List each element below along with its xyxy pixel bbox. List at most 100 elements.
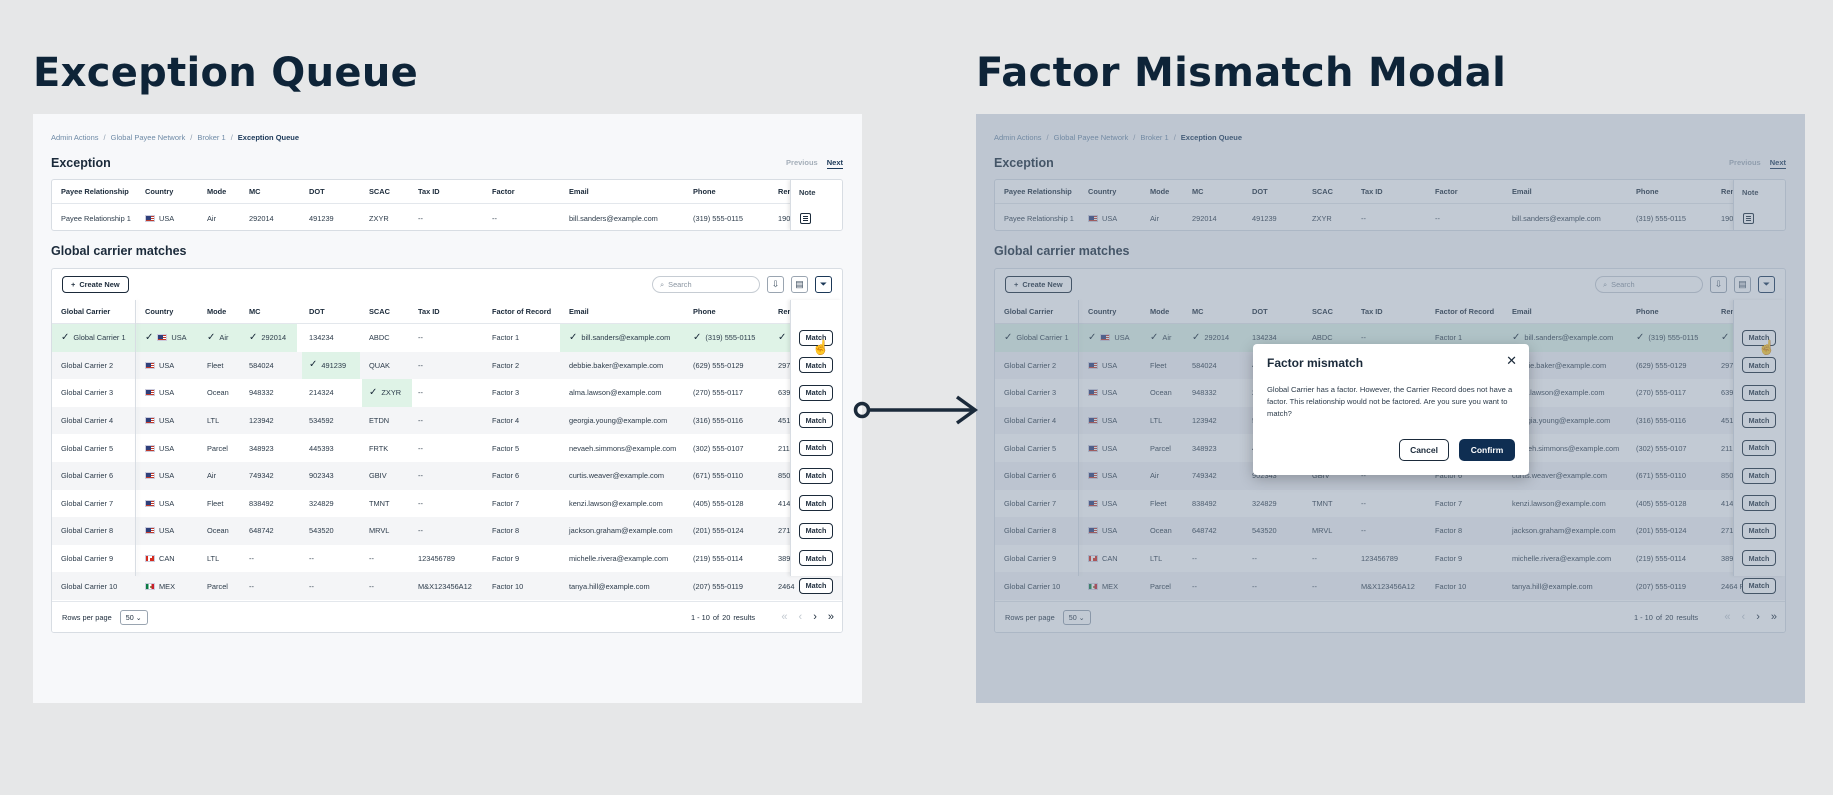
- match-button[interactable]: Match: [799, 522, 833, 539]
- match-button[interactable]: Match: [799, 439, 833, 456]
- cell-dot-text: 534592: [309, 416, 334, 426]
- confirm-button[interactable]: Confirm: [1459, 439, 1515, 461]
- exception-table: Payee Relationship Country Mode MC DOT SCAC Ta…: [994, 179, 1786, 231]
- cell-email: alma.lawson@example.com: [569, 379, 662, 407]
- prev-page-icon[interactable]: ‹: [798, 611, 803, 623]
- match-button[interactable]: Match: [1742, 384, 1776, 401]
- cell-tax-text: --: [1361, 498, 1366, 508]
- breadcrumb-item[interactable]: Admin Actions: [994, 133, 1042, 142]
- prev-next-nav: Previous Next: [1729, 158, 1786, 169]
- match-button[interactable]: Match: [799, 329, 833, 346]
- create-new-button[interactable]: + Create New: [62, 276, 129, 293]
- table-row[interactable]: Global Carrier 8 USA Ocean 648742 543520 MRVL…: [52, 517, 842, 545]
- match-button[interactable]: Match: [1742, 550, 1776, 567]
- factor-mismatch-panel: Admin Actions / Global Payee Network / Broke…: [976, 114, 1805, 703]
- breadcrumb-item[interactable]: Global Payee Network: [110, 133, 186, 142]
- search-input[interactable]: ⌕ Search: [1595, 276, 1703, 293]
- table-row[interactable]: Global Carrier 6 USA Air 749342 902343 GBIV --…: [995, 462, 1785, 490]
- cell-factor-text: Factor 6: [1435, 471, 1463, 481]
- breadcrumb-item[interactable]: Global Payee Network: [1053, 133, 1129, 142]
- breadcrumb-item[interactable]: Admin Actions: [51, 133, 99, 142]
- table-row[interactable]: ✓ Global Carrier 1 ✓ USA ✓ Air ✓ 292014 134234 AB…: [995, 324, 1785, 352]
- match-button[interactable]: Match: [1742, 412, 1776, 429]
- match-button[interactable]: Match: [799, 495, 833, 512]
- first-page-icon[interactable]: «: [1724, 611, 1731, 623]
- match-button[interactable]: Match: [1742, 577, 1776, 594]
- filter-button[interactable]: ⏷: [1758, 276, 1775, 293]
- breadcrumb-item[interactable]: Broker 1: [197, 133, 226, 142]
- match-button[interactable]: Match: [1742, 329, 1776, 346]
- cell-mode-text: Air: [207, 471, 217, 481]
- cell-name-text: Global Carrier 1: [1016, 333, 1069, 343]
- search-input[interactable]: ⌕ Search: [652, 276, 760, 293]
- columns-button[interactable]: ▤: [791, 276, 808, 293]
- cell-phone: (270) 555-0117: [693, 379, 743, 407]
- first-page-icon[interactable]: «: [781, 611, 788, 623]
- breadcrumb-item[interactable]: Broker 1: [1140, 133, 1169, 142]
- cell-mode-text: LTL: [1150, 416, 1163, 426]
- cell-mc-text: --: [249, 581, 254, 591]
- match-button[interactable]: Match: [799, 467, 833, 484]
- next-page-icon[interactable]: ›: [1756, 611, 1760, 623]
- cell-country-text: USA: [159, 443, 175, 453]
- cell-email: debbie.baker@example.com: [1512, 352, 1606, 380]
- match-button[interactable]: Match: [1742, 357, 1776, 374]
- cell-dot-text: 134234: [309, 333, 334, 343]
- table-row[interactable]: Global Carrier 10 MEX Parcel -- -- -- M&X12345…: [52, 572, 842, 600]
- last-page-icon[interactable]: »: [827, 611, 834, 623]
- match-button[interactable]: Match: [799, 412, 833, 429]
- rows-per-page-select[interactable]: 50 ⌄: [1062, 609, 1091, 625]
- download-button[interactable]: ⇩: [767, 276, 784, 293]
- matches-col-header: Email: [1512, 300, 1532, 323]
- previous-link[interactable]: Previous: [786, 158, 818, 167]
- rows-per-page-select[interactable]: 50 ⌄: [119, 609, 148, 625]
- table-row[interactable]: Global Carrier 7 USA Fleet 838492 324829 TMNT…: [52, 490, 842, 518]
- cell-mode-text: Parcel: [207, 443, 228, 453]
- matches-col-header: Phone: [693, 300, 716, 323]
- table-row[interactable]: Global Carrier 3 USA Ocean 948332 214324 ✓ ZXY…: [52, 379, 842, 407]
- cell-remit: 8502: [778, 462, 794, 490]
- next-page-icon[interactable]: ›: [813, 611, 817, 623]
- table-row[interactable]: Global Carrier 8 USA Ocean 648742 543520 MRVL…: [995, 517, 1785, 545]
- match-button[interactable]: Match: [799, 577, 833, 594]
- match-button[interactable]: Match: [799, 550, 833, 567]
- create-new-button[interactable]: + Create New: [1005, 276, 1072, 293]
- table-row[interactable]: Global Carrier 10 MEX Parcel -- -- -- M&X12345…: [995, 572, 1785, 600]
- matches-col-header-text: SCAC: [369, 307, 390, 316]
- table-row[interactable]: Global Carrier 4 USA LTL 123942 534592 ETDN --…: [52, 406, 842, 435]
- table-row[interactable]: Global Carrier 9 CAN LTL -- -- -- 123456789 Fac…: [52, 545, 842, 573]
- cell-mode-text: LTL: [207, 416, 220, 426]
- columns-button[interactable]: ▤: [1734, 276, 1751, 293]
- next-link[interactable]: Next: [826, 158, 843, 169]
- last-page-icon[interactable]: »: [1770, 611, 1777, 623]
- next-link[interactable]: Next: [1769, 158, 1786, 169]
- download-button[interactable]: ⇩: [1710, 276, 1727, 293]
- filter-button[interactable]: ⏷: [815, 276, 832, 293]
- match-button[interactable]: Match: [799, 357, 833, 374]
- note-icon[interactable]: [1743, 213, 1754, 224]
- cell-mode-text: Fleet: [207, 498, 224, 508]
- matches-col-header-text: Email: [1512, 307, 1532, 316]
- match-button[interactable]: Match: [1742, 467, 1776, 484]
- cell-dot-text: 902343: [309, 471, 334, 481]
- table-row[interactable]: Global Carrier 6 USA Air 749342 902343 GBIV --…: [52, 462, 842, 490]
- match-button[interactable]: Match: [1742, 495, 1776, 512]
- table-row[interactable]: Global Carrier 5 USA Parcel 348923 445393 FRT…: [52, 434, 842, 462]
- cancel-button[interactable]: Cancel: [1399, 439, 1449, 461]
- exception-cell-remit: 1901: [1721, 204, 1737, 230]
- table-row[interactable]: Global Carrier 2 USA Fleet 584024 ✓ 491239 QUA…: [52, 351, 842, 380]
- cell-email: alma.lawson@example.com: [1512, 379, 1605, 407]
- previous-link[interactable]: Previous: [1729, 158, 1761, 167]
- matches-col-header-text: Country: [145, 307, 174, 316]
- cell-country: USA: [145, 379, 174, 407]
- note-icon[interactable]: [800, 213, 811, 224]
- match-button[interactable]: Match: [1742, 439, 1776, 456]
- cell-tax: --: [418, 324, 423, 352]
- table-row[interactable]: ✓ Global Carrier 1 ✓ USA ✓ Air ✓ 292014 134234 AB…: [52, 324, 842, 352]
- cell-phone: (629) 555-0129: [693, 352, 744, 380]
- match-button[interactable]: Match: [799, 384, 833, 401]
- cell-country-text: USA: [159, 471, 175, 481]
- close-icon[interactable]: ✕: [1506, 353, 1517, 368]
- prev-page-icon[interactable]: ‹: [1741, 611, 1746, 623]
- match-button[interactable]: Match: [1742, 522, 1776, 539]
